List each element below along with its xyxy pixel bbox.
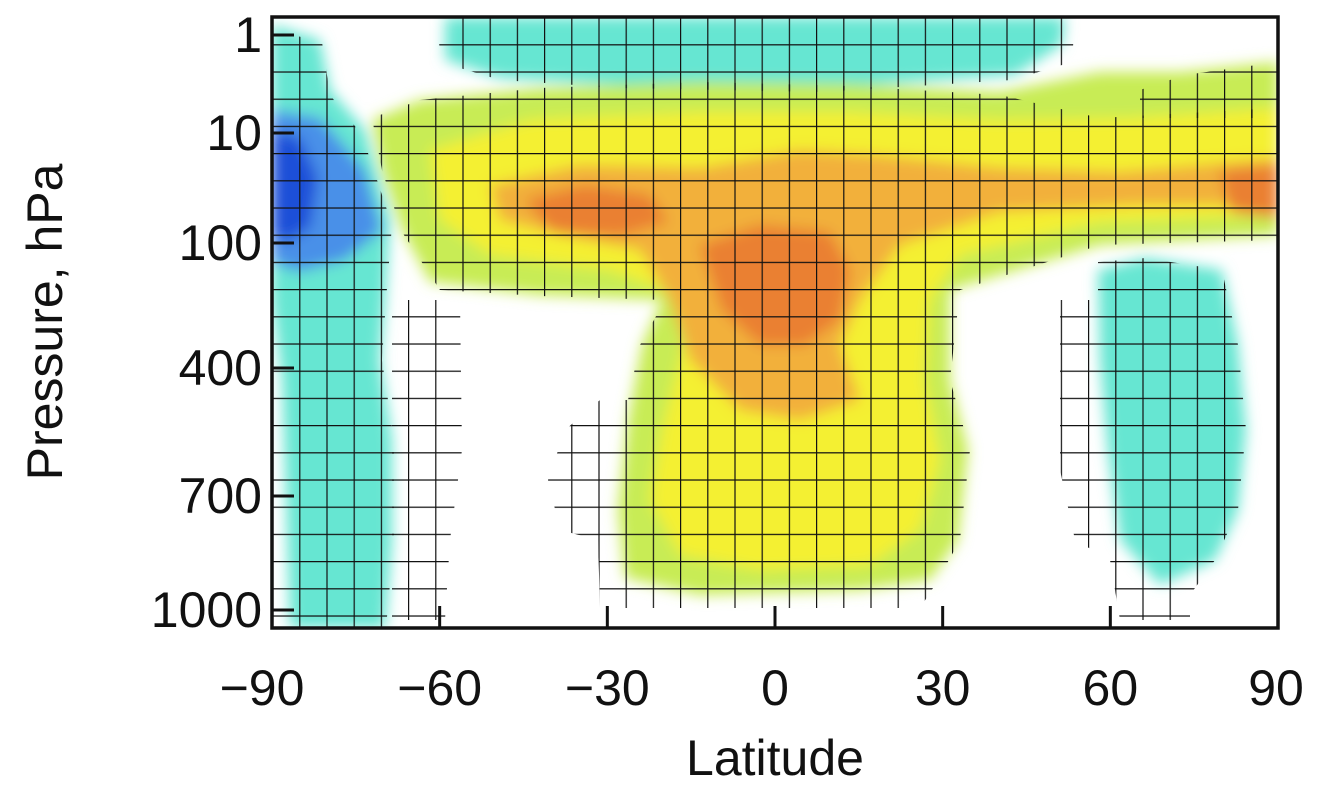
x-tick-label: 90 xyxy=(1248,660,1304,716)
x-tick-label: 60 xyxy=(1083,660,1139,716)
y-axis: 1 10 100 400 700 1000 xyxy=(151,7,294,638)
x-tick-label: −90 xyxy=(220,660,305,716)
hatch-top-band xyxy=(438,17,1075,92)
hatch-southern-midlat xyxy=(392,300,462,620)
y-tick-label: 100 xyxy=(179,215,262,271)
significance-hatching xyxy=(272,17,1278,628)
y-axis-label: Pressure, hPa xyxy=(17,163,73,480)
x-axis: −90 −60 −30 0 30 60 90 xyxy=(220,606,1304,716)
y-tick-label: 400 xyxy=(179,340,262,396)
hatch-south-pole xyxy=(272,30,394,628)
x-tick-label: 30 xyxy=(915,660,971,716)
y-tick-label: 10 xyxy=(206,105,262,161)
x-tick-label: −60 xyxy=(397,660,482,716)
y-tick-label: 1 xyxy=(234,7,262,63)
hatch-top-right xyxy=(1140,62,1278,118)
x-axis-label: Latitude xyxy=(686,730,864,785)
y-tick-label: 700 xyxy=(179,468,262,524)
x-tick-label: −30 xyxy=(565,660,650,716)
hatch-main-band xyxy=(372,82,1278,608)
hatch-arctic xyxy=(1060,258,1246,620)
y-tick-label: 1000 xyxy=(151,582,262,638)
x-tick-label: 0 xyxy=(761,660,789,716)
plot-area xyxy=(272,17,1278,628)
